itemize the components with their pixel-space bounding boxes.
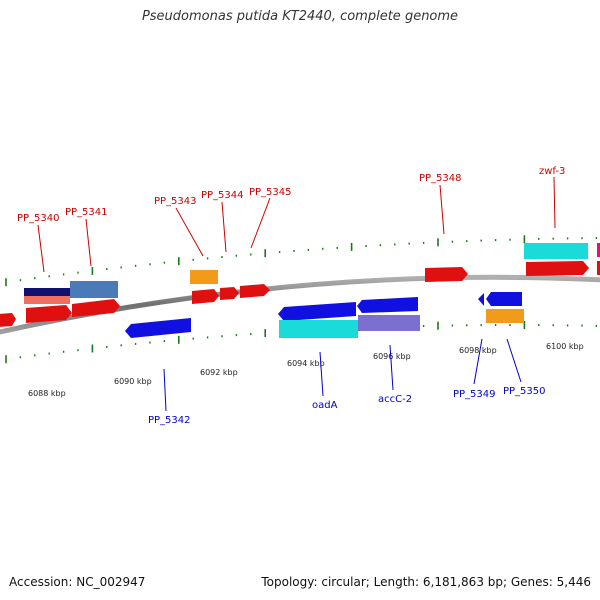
cds-orange-block-pp5350 — [486, 309, 524, 323]
gene-edge-red — [597, 261, 600, 275]
cds-cyan-block — [524, 243, 588, 259]
axis-tick-label: 6090 kbp — [114, 377, 152, 386]
gene-label-pp5341[interactable]: PP_5341 — [65, 207, 108, 218]
gene-arrow-pp5345[interactable] — [240, 284, 270, 298]
gene-label-oada[interactable]: oadA — [312, 400, 338, 411]
gene-arrow-pp5348[interactable] — [425, 267, 468, 282]
cds-steel-block — [70, 281, 118, 298]
gene-arrow-accc2[interactable] — [357, 297, 418, 313]
gene-arrow-pp5350[interactable] — [486, 292, 522, 306]
gene-label-zwf3[interactable]: zwf-3 — [539, 166, 565, 177]
bottom-gene-labels: PP_5342 oadA accC-2 PP_5349 PP_5350 — [148, 338, 546, 426]
axis-tick-label: 6096 kbp — [373, 352, 411, 361]
gene-arrow-pp5349[interactable] — [478, 293, 484, 306]
top-gene-labels: PP_5340 PP_5341 PP_5343 PP_5344 PP_5345 … — [17, 166, 565, 273]
gene-label-pp5345[interactable]: PP_5345 — [249, 187, 292, 198]
cds-magenta-edge — [597, 243, 600, 257]
gene-label-pp5349[interactable]: PP_5349 — [453, 389, 496, 400]
gene-label-pp5343[interactable]: PP_5343 — [154, 196, 197, 207]
cds-orange-block — [190, 270, 218, 284]
forward-genes — [0, 243, 600, 327]
genome-summary-text: Topology: circular; Length: 6,181,863 bp… — [261, 575, 591, 589]
cds-lavender-block — [358, 315, 420, 331]
map-title: Pseudomonas putida KT2440, complete geno… — [141, 9, 459, 24]
cds-cyan-block-oada — [279, 320, 358, 338]
gene-label-pp5350[interactable]: PP_5350 — [503, 386, 546, 397]
gene-arrow-pp5341[interactable] — [72, 299, 120, 317]
gene-arrow-zwf3[interactable] — [526, 261, 589, 276]
gene-arrow-pp5340[interactable] — [26, 305, 72, 323]
cds-salmon-block — [24, 296, 70, 304]
axis-tick-label: 6094 kbp — [287, 359, 325, 368]
axis-tick-label: 6088 kbp — [28, 389, 66, 398]
accession-text: Accession: NC_002947 — [9, 575, 146, 589]
gene-arrow-oada[interactable] — [278, 302, 356, 321]
axis-tick-label: 6092 kbp — [200, 368, 238, 377]
gene-label-pp5344[interactable]: PP_5344 — [201, 190, 244, 201]
gene-label-pp5342[interactable]: PP_5342 — [148, 415, 191, 426]
axis-tick-label: 6100 kbp — [546, 342, 584, 351]
gene-arrow-pp5344[interactable] — [220, 287, 239, 300]
gene-arrow[interactable] — [0, 313, 16, 327]
gene-arrow-pp5343[interactable] — [192, 289, 219, 304]
gene-label-accc2[interactable]: accC-2 — [378, 394, 412, 405]
axis-tick-label: 6098 kbp — [459, 346, 497, 355]
gene-label-pp5348[interactable]: PP_5348 — [419, 173, 462, 184]
gene-arrow-pp5342[interactable] — [125, 318, 191, 338]
cds-navy-block — [24, 288, 70, 296]
axis-labels: 6088 kbp 6090 kbp 6092 kbp 6094 kbp 6096… — [28, 342, 584, 398]
reverse-genes — [125, 292, 524, 338]
gene-label-pp5340[interactable]: PP_5340 — [17, 213, 60, 224]
upper-tick-track — [5, 235, 598, 287]
